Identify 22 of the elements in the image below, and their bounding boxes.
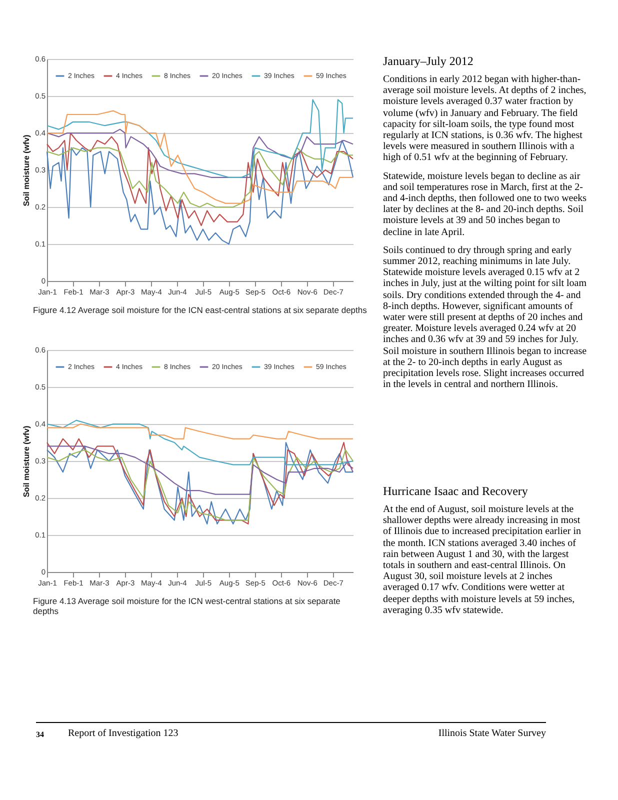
text: Soils continued to dry through spring and early summer 2012, reaching minimums in late July. Statewide moisture levels averaged 0.15 wfv at 2 inches in July, just at the wilting point for silt loam soils. Dry conditions extended through the 4- and 8-inch depths. However, significant amounts of water were still present at depths of 20 inches and greater. Moisture levels averaged 0.24 wfv at 20 inches and 0.36 wfv at 39 and 59 inches for July. Soil moisture in southern Illinois began to increase at the 2- to 20-inch depths in early August as precipitation levels rose. Slight increases occurred in the levels in central and northern Illinois. (383, 244, 587, 390)
line-series (46, 99, 354, 178)
line-series (46, 147, 354, 208)
line-series (46, 420, 354, 466)
text: Report of Investigation 123 (68, 728, 178, 739)
line-series (46, 110, 354, 204)
text: Hurricane Isaac and Recovery (383, 484, 529, 499)
text: 34 (36, 730, 44, 739)
text: Statewide, moisture levels began to decline as air and soil temperatures rose in March, first at the 2- and 4-inch depths, then followed one to two weeks later by declines at the 8- and 20-inch depths. Soil moisture levels at 39 and 50 inches began to decline in late April. (383, 170, 588, 238)
text: Illinois State Water Survey (438, 728, 546, 739)
text: January–July 2012 (383, 54, 474, 69)
line-series (46, 446, 354, 495)
line-series (46, 423, 354, 440)
line-series (46, 132, 354, 226)
text: At the end of August, soil moisture levels at the shallower depths were already increasing in most of Illinois due to increased precipitation earlier in the month. ICN stations averaged 3.40 inches of rain between August 1 and 30, with the largest totals in southern and east-central Illinois. On August 30, soil moisture levels at 2 inches averaged 0.17 wfv. Conditions were wetter at deeper depths with moisture levels at 59 inches, averaging 0.35 wfv statewide. (383, 504, 581, 616)
line-series (46, 140, 354, 245)
text: Conditions in early 2012 began with higher-than-average soil moisture levels. At depths of 2 inches, moisture levels averaged 0.37 water fraction by volume (wfv) in January and February. The field capacity for silt-loam soils, the type found most regularly at ICN stations, is 0.36 wfv. The highest levels were measured in southern Illinois with a high of 0.51 wfv at the beginning of February. (383, 74, 588, 164)
caption: Figure 4.13 Average soil moisture for the ICN west-central stations at six separate depths (33, 596, 342, 616)
caption: Figure 4.12 Average soil moisture for the ICN east-central stations at six separate depths (33, 305, 367, 315)
y-axis-title: Soil moisture (wfv) (22, 134, 32, 206)
line-series (46, 128, 354, 178)
y-axis-title: Soil moisture (wfv) (22, 425, 32, 498)
